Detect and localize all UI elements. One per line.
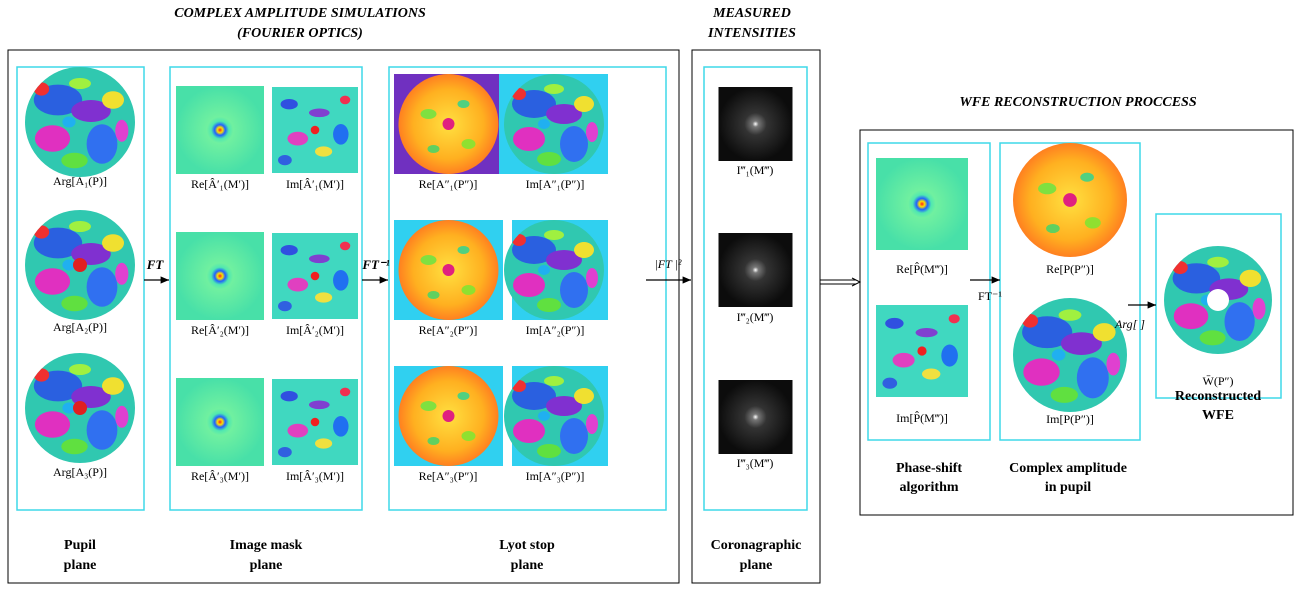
- image-label: Im[A″₂(P″)]: [526, 323, 585, 337]
- pupil-amplitude-image: [1013, 143, 1127, 257]
- caption: Reconstructed: [1175, 389, 1262, 404]
- arrow-label: Arg[ ]: [1114, 317, 1145, 331]
- image-label: Arg[A₃(P)]: [53, 465, 107, 479]
- double-arrow-head: [852, 278, 860, 286]
- image-label: Re[P̂(M‴)]: [896, 261, 948, 275]
- pupil-image: [25, 67, 135, 177]
- image-label: I‴₃(M‴): [737, 456, 774, 470]
- lyot-image: [399, 220, 499, 320]
- image-label: Re[Â′₁(M′)]: [191, 177, 249, 191]
- lyot-image: [504, 220, 604, 320]
- image-label: Im[A″₃(P″)]: [526, 469, 585, 483]
- image-label: Im[P̂(M‴)]: [896, 410, 948, 424]
- image-label: I‴₁(M‴): [737, 163, 774, 177]
- image-label: Im[Â′₃(M′)]: [286, 469, 344, 483]
- section-title: WFE RECONSTRUCTION PROCCESS: [959, 95, 1197, 110]
- caption: WFE: [1202, 408, 1234, 423]
- caption: plane: [511, 558, 544, 573]
- mask-image: [272, 233, 358, 319]
- mask-image: [176, 232, 264, 320]
- lyot-image: [399, 366, 499, 466]
- pupil-spot: [73, 401, 87, 415]
- caption: Phase-shift: [896, 461, 962, 476]
- lyot-image: [504, 366, 604, 466]
- image-label: I‴₂(M‴): [737, 310, 774, 324]
- caption: plane: [250, 558, 283, 573]
- caption: plane: [740, 558, 773, 573]
- caption: Coronagraphic: [711, 538, 802, 553]
- image-label: Re[A″₁(P″)]: [419, 177, 478, 191]
- intensity-image: [719, 233, 793, 307]
- section-title: INTENSITIES: [707, 26, 796, 41]
- double-arrow: [820, 280, 856, 284]
- diagram: COMPLEX AMPLITUDE SIMULATIONS (FOURIER O…: [0, 0, 1302, 592]
- intensity-image: [719, 87, 793, 161]
- image-label: W̄(P″): [1203, 374, 1234, 388]
- pupil-spot: [73, 258, 87, 272]
- caption: algorithm: [899, 480, 958, 495]
- caption: Pupil: [64, 538, 96, 553]
- arrow-label: FT⁻¹: [978, 289, 1002, 303]
- central-obscuration: [1207, 289, 1229, 311]
- arrow-label: FT⁻¹: [361, 257, 389, 272]
- image-label: Re[A″₃(P″)]: [419, 469, 478, 483]
- section-title: MEASURED: [712, 6, 791, 21]
- intensity-image: [719, 380, 793, 454]
- image-label: Re[A″₂(P″)]: [419, 323, 478, 337]
- caption: Image mask: [230, 538, 303, 553]
- caption: Complex amplitude: [1009, 461, 1127, 476]
- mask-image: [272, 87, 358, 173]
- image-label: Im[Â′₂(M′)]: [286, 323, 344, 337]
- pupil-amplitude-image: [1013, 298, 1127, 412]
- image-label: Arg[A₂(P)]: [53, 320, 107, 334]
- caption: Lyot stop: [499, 538, 555, 553]
- image-label: Im[P(P″)]: [1046, 412, 1094, 426]
- mask-image: [176, 86, 264, 174]
- caption: plane: [64, 558, 97, 573]
- mask-image: [272, 379, 358, 465]
- lyot-image: [504, 74, 604, 174]
- image-label: Im[A″₁(P″)]: [526, 177, 585, 191]
- section-title: COMPLEX AMPLITUDE SIMULATIONS: [174, 6, 426, 21]
- phase-shift-image: [876, 158, 968, 250]
- section-title: (FOURIER OPTICS): [237, 26, 363, 41]
- arrow-label: |FT |²: [655, 257, 682, 271]
- lyot-image: [399, 74, 499, 174]
- arrow-label: FT: [146, 257, 165, 272]
- image-label: Im[Â′₁(M′)]: [286, 177, 344, 191]
- phase-shift-image: [876, 305, 968, 397]
- image-label: Re[P(P″)]: [1046, 262, 1094, 276]
- mask-image: [176, 378, 264, 466]
- caption: in pupil: [1045, 480, 1091, 495]
- image-label: Arg[A₁(P)]: [53, 174, 107, 188]
- image-label: Re[Â′₂(M′)]: [191, 323, 249, 337]
- image-label: Re[Â′₃(M′)]: [191, 469, 249, 483]
